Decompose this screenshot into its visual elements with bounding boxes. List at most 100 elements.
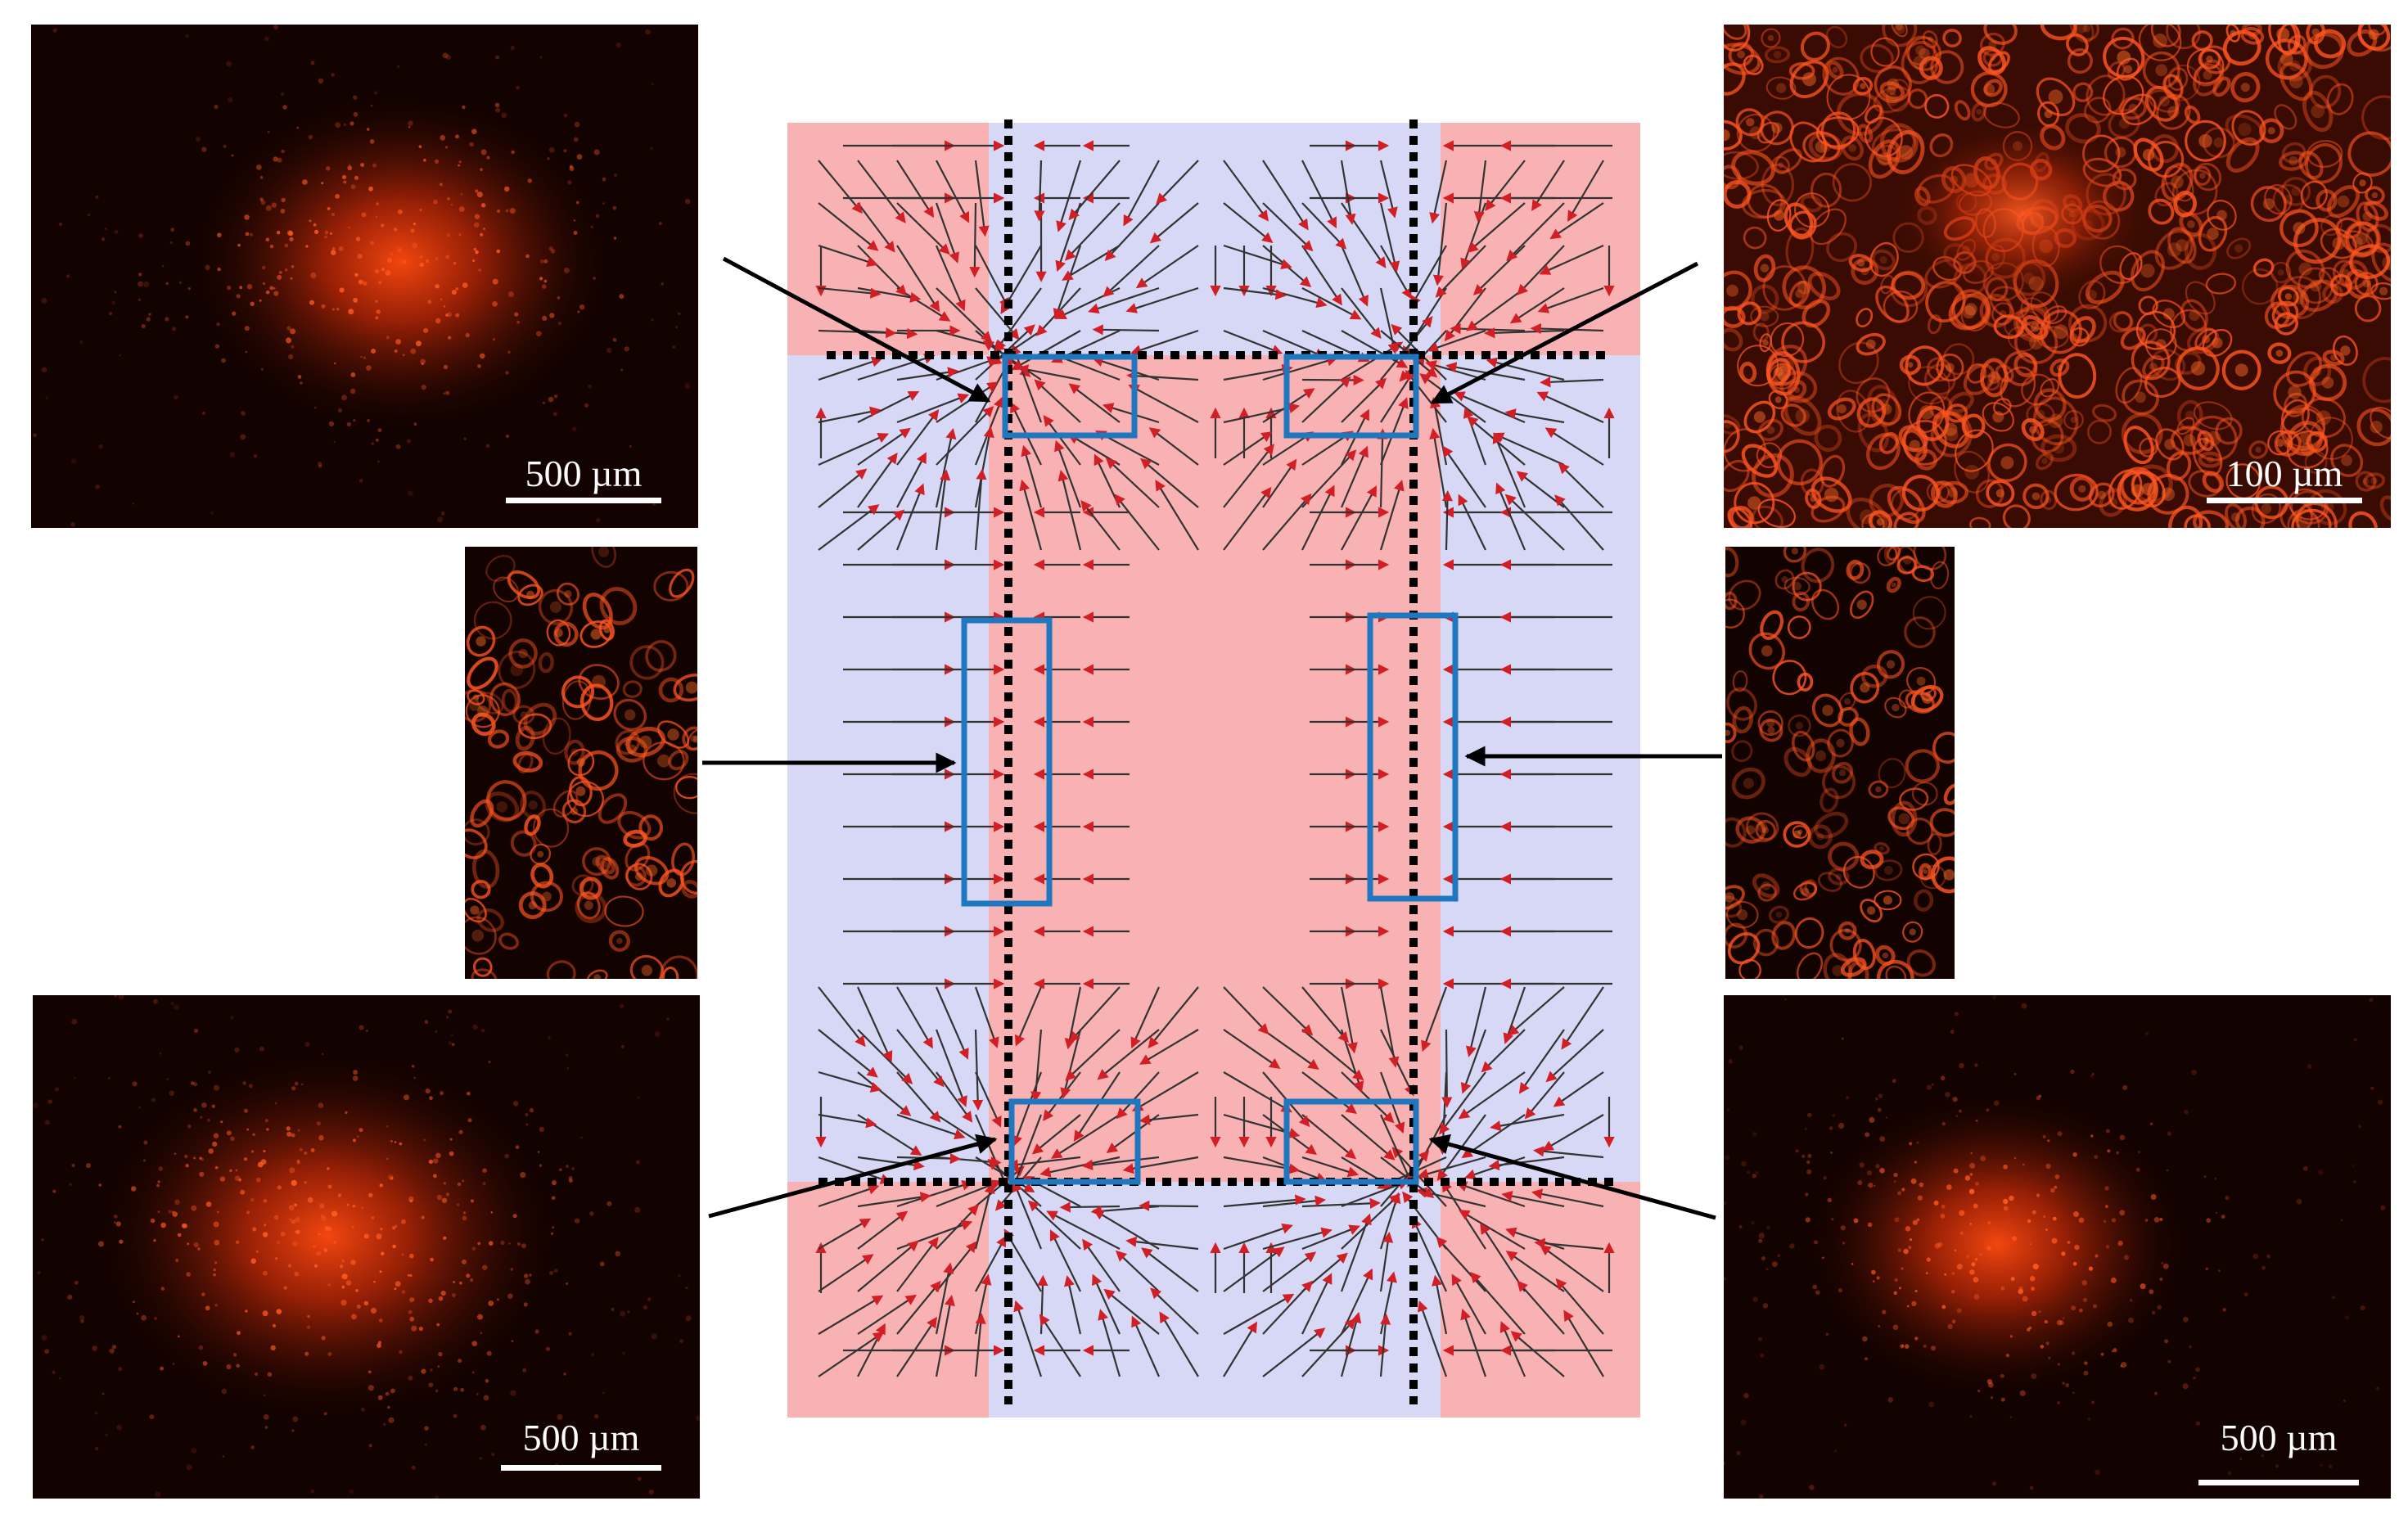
roi-box-bottom-left (1008, 1098, 1141, 1185)
force-vector (1223, 431, 1273, 466)
force-vector (1082, 1238, 1121, 1292)
force-vector (1380, 316, 1433, 381)
force-vector (1106, 1114, 1160, 1153)
force-vector (1150, 1287, 1199, 1335)
force-vector (896, 1280, 941, 1335)
force-vector (1262, 202, 1314, 252)
force-vector (1340, 986, 1358, 1054)
force-vector (1046, 1210, 1121, 1250)
force-vector (975, 245, 1009, 309)
force-vector (1050, 1114, 1121, 1159)
force-vector (857, 1156, 925, 1171)
force-vector (896, 202, 950, 255)
force-vector (857, 1071, 912, 1116)
force-vector (818, 1156, 892, 1184)
force-vector (1531, 160, 1565, 211)
roi-box-left-edge (961, 617, 1053, 907)
force-vector (1379, 986, 1400, 1068)
force-vector (975, 1235, 1007, 1292)
force-vector (1092, 324, 1160, 336)
force-vector (1379, 1314, 1391, 1377)
force-vector (969, 202, 981, 278)
roi-box-top-left (1002, 354, 1138, 439)
force-vector (995, 287, 1042, 352)
force-vector (896, 245, 940, 313)
force-vector (1301, 376, 1351, 423)
force-vector (1034, 160, 1045, 222)
force-vector (1039, 1156, 1121, 1178)
force-vector (1088, 286, 1160, 314)
force-vector (1140, 458, 1199, 508)
force-vector (896, 986, 933, 1049)
force-vector (1553, 1071, 1604, 1107)
force-vector (935, 202, 960, 264)
force-vector (1301, 986, 1350, 1043)
force-vector (1379, 1231, 1394, 1292)
force-vector (1135, 245, 1199, 289)
force-vector (857, 160, 906, 223)
force-vector (1068, 383, 1121, 423)
force-vector (1223, 986, 1269, 1035)
force-vector (1301, 485, 1335, 551)
force-vector (1223, 1194, 1306, 1208)
force-vector (1262, 1251, 1317, 1292)
force-vector (974, 1273, 992, 1335)
force-vector (1125, 286, 1199, 313)
force-vector (1458, 1071, 1526, 1120)
force-vector (1301, 1071, 1357, 1115)
force-vector (1056, 160, 1082, 232)
force-vector (935, 245, 966, 312)
roi-box-right-edge (1367, 612, 1459, 902)
force-vector (857, 353, 936, 381)
panel-middle-left (465, 547, 697, 979)
region-bottom-right-pink (1441, 1182, 1640, 1418)
force-vector (1341, 1114, 1396, 1161)
force-vector (1473, 160, 1487, 223)
force-vector (1021, 444, 1043, 508)
force-vector (1417, 1156, 1486, 1179)
force-vector (1301, 1318, 1356, 1377)
force-vector (1545, 1029, 1604, 1083)
force-vector (857, 1210, 909, 1250)
force-vector (1301, 1114, 1357, 1160)
force-vector (1081, 1156, 1160, 1170)
force-vector (935, 1294, 955, 1377)
force-vector (818, 1183, 880, 1208)
force-vector (1105, 458, 1160, 508)
force-vector (896, 367, 959, 381)
force-vector (1488, 1156, 1565, 1171)
force-vector (1223, 329, 1283, 355)
force-vector (1126, 370, 1199, 381)
force-vector (1441, 1029, 1453, 1108)
force-vector (818, 1029, 878, 1078)
force-vector (1068, 160, 1121, 221)
force-vector (1427, 329, 1486, 353)
force-vector (1484, 327, 1565, 339)
force-vector (1341, 377, 1387, 423)
force-vector (1073, 1071, 1121, 1142)
force-vector (1301, 202, 1347, 250)
force-vector (857, 245, 908, 296)
force-vector (1156, 160, 1199, 205)
scale-bar-label: 500 µm (525, 453, 643, 494)
panel-bottom-right: 500 µm (1724, 995, 2391, 1499)
arrow-to-bottom-left-roi (708, 1134, 998, 1219)
force-vector (1155, 480, 1199, 551)
force-vector (1466, 287, 1526, 331)
force-vector (818, 1113, 877, 1129)
roi-box-bottom-right (1283, 1098, 1419, 1185)
force-vector (1340, 445, 1369, 508)
force-vector (1148, 986, 1199, 1049)
scale-bar (501, 1465, 661, 1471)
force-vector (1139, 1113, 1199, 1125)
force-vector (1563, 1309, 1604, 1377)
force-vector (1148, 427, 1199, 466)
force-vector (1540, 376, 1604, 388)
force-vector (1441, 490, 1454, 551)
force-vector (1223, 160, 1269, 222)
scale-bar-label: 500 µm (2221, 1417, 2338, 1458)
force-vector (1064, 202, 1121, 261)
force-vector (1223, 1293, 1295, 1335)
force-vector (1490, 1113, 1565, 1132)
force-vector (857, 1294, 918, 1335)
